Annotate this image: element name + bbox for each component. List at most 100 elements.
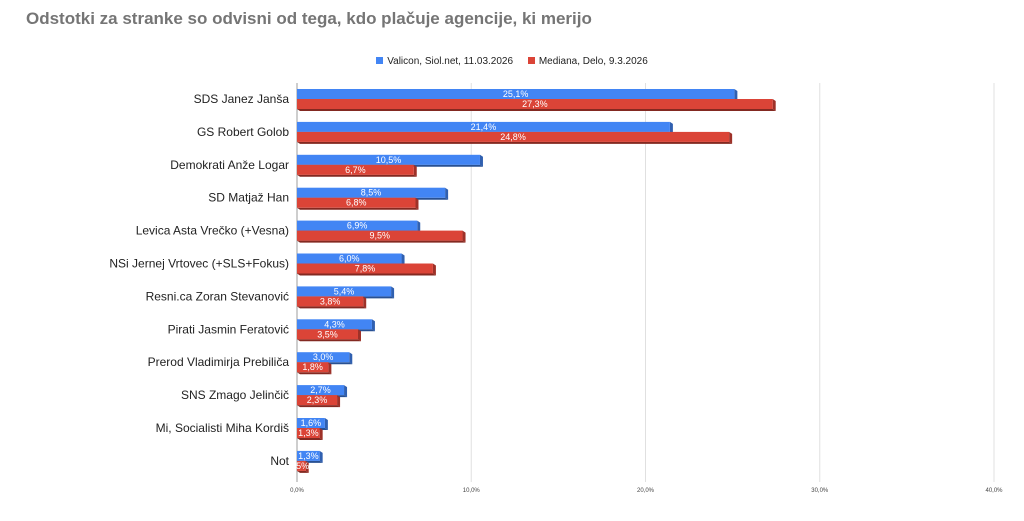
legend: Valicon, Siol.net, 11.03.2026 Mediana, D… [0, 56, 1024, 67]
data-label: 1,3% [298, 451, 319, 461]
bar [297, 99, 773, 109]
data-label: 9,5% [370, 231, 391, 241]
category-label: Resni.ca Zoran Stevanović [146, 289, 289, 303]
data-label: 5,4% [334, 286, 355, 296]
bar [297, 395, 338, 406]
bar-side [328, 362, 332, 375]
bar-side [479, 154, 483, 167]
category-label: NSi Jernej Vrtovec (+SLS+Fokus) [109, 257, 289, 271]
bar [297, 253, 402, 264]
legend-label-mediana: Mediana, Delo, 9.3.2026 [538, 56, 648, 67]
bar-side [363, 296, 367, 309]
bar-bottom [297, 372, 332, 375]
bar [297, 131, 730, 142]
bar [297, 230, 463, 241]
bar-bottom [297, 339, 361, 342]
bar [297, 385, 345, 396]
data-label: 4,3% [324, 319, 345, 329]
bar-bottom [297, 240, 466, 243]
data-label: 24,8% [500, 132, 526, 142]
data-label: 6,0% [339, 254, 360, 264]
bar-bottom [297, 438, 323, 440]
bar-bottom [297, 306, 367, 309]
bar-side [729, 131, 733, 144]
category-label: GS Robert Golob [197, 125, 289, 139]
data-label: 2,3% [307, 395, 328, 405]
category-label: Prerod Vladimirja Prebiliča [148, 355, 290, 369]
category-label: Not [270, 454, 289, 468]
bar [297, 329, 358, 340]
data-label: 21,4% [471, 122, 497, 132]
x-tick-label: 30,0% [811, 488, 829, 494]
legend-label-valicon: Valicon, Siol.net, 11.03.2026 [387, 56, 514, 67]
bar [297, 164, 414, 175]
bar-side [349, 352, 353, 365]
category-label: SD Matjaž Han [208, 191, 289, 205]
bar-side [772, 99, 776, 111]
bar-side [319, 450, 323, 463]
bar-side [401, 253, 405, 266]
data-label: 3,5% [317, 329, 338, 339]
bar [297, 296, 364, 307]
legend-swatch-valicon [376, 57, 384, 64]
bar [297, 428, 320, 438]
bar [297, 197, 416, 208]
data-label: 6,8% [346, 198, 367, 208]
bar [297, 154, 480, 165]
bar-bottom [297, 405, 341, 408]
bar-side [319, 428, 323, 440]
bar [297, 263, 433, 274]
bar-side [305, 460, 309, 473]
bar-bottom [297, 273, 436, 276]
data-label: 8,5% [361, 188, 382, 198]
category-label: Pirati Jasmin Feratović [168, 322, 289, 336]
bar-side [324, 418, 328, 430]
data-label: 10,5% [376, 155, 402, 165]
bar-bottom [297, 141, 733, 144]
bar-side [357, 329, 361, 342]
x-tick-label: 10,0% [463, 488, 481, 494]
legend-item-mediana: Mediana, Delo, 9.3.2026 [527, 56, 648, 67]
category-label: Levica Asta Vrečko (+Vesna) [136, 224, 289, 238]
bar-bottom [297, 174, 417, 177]
bar-side [415, 197, 419, 210]
x-tick-label: 40,0% [985, 488, 1003, 494]
data-label: 3,8% [320, 296, 341, 306]
category-label: SNS Zmago Jelinčič [181, 388, 289, 402]
legend-item-valicon: Valicon, Siol.net, 11.03.2026 [376, 56, 513, 67]
legend-swatch-mediana [527, 57, 535, 64]
data-label: 6,9% [347, 221, 368, 231]
bar-bottom [297, 470, 309, 473]
category-label: SDS Janez Janša [194, 92, 290, 106]
data-label: ,5% [294, 461, 310, 471]
bar [297, 418, 325, 428]
bar-bottom [297, 207, 419, 210]
bar [297, 286, 392, 297]
data-label: 1,8% [302, 362, 323, 372]
bar-side [391, 286, 395, 299]
data-label: 25,1% [503, 89, 529, 99]
bar [297, 319, 372, 330]
bar-side [462, 230, 466, 243]
data-label: 27,3% [522, 99, 548, 109]
bar [297, 121, 670, 132]
x-tick-label: 20,0% [637, 488, 655, 494]
category-label: Mi, Socialisti Miha Kordiš [156, 421, 289, 435]
bar [297, 362, 329, 373]
bar-side [734, 89, 738, 101]
bar-side [417, 220, 421, 233]
bar-side [669, 121, 673, 134]
data-label: 2,7% [310, 385, 331, 395]
data-label: 1,3% [298, 428, 319, 438]
category-label: Demokrati Anže Logar [170, 158, 289, 172]
bar [297, 352, 350, 363]
data-label: 6,7% [345, 165, 366, 175]
bar [297, 450, 320, 461]
bar-side [445, 187, 449, 200]
bar-side [371, 319, 375, 332]
bar-side [337, 395, 341, 408]
bar-bottom [297, 109, 776, 111]
data-label: 3,0% [313, 352, 334, 362]
chart-title: Odstotki za stranke so odvisni od tega, … [26, 9, 592, 28]
